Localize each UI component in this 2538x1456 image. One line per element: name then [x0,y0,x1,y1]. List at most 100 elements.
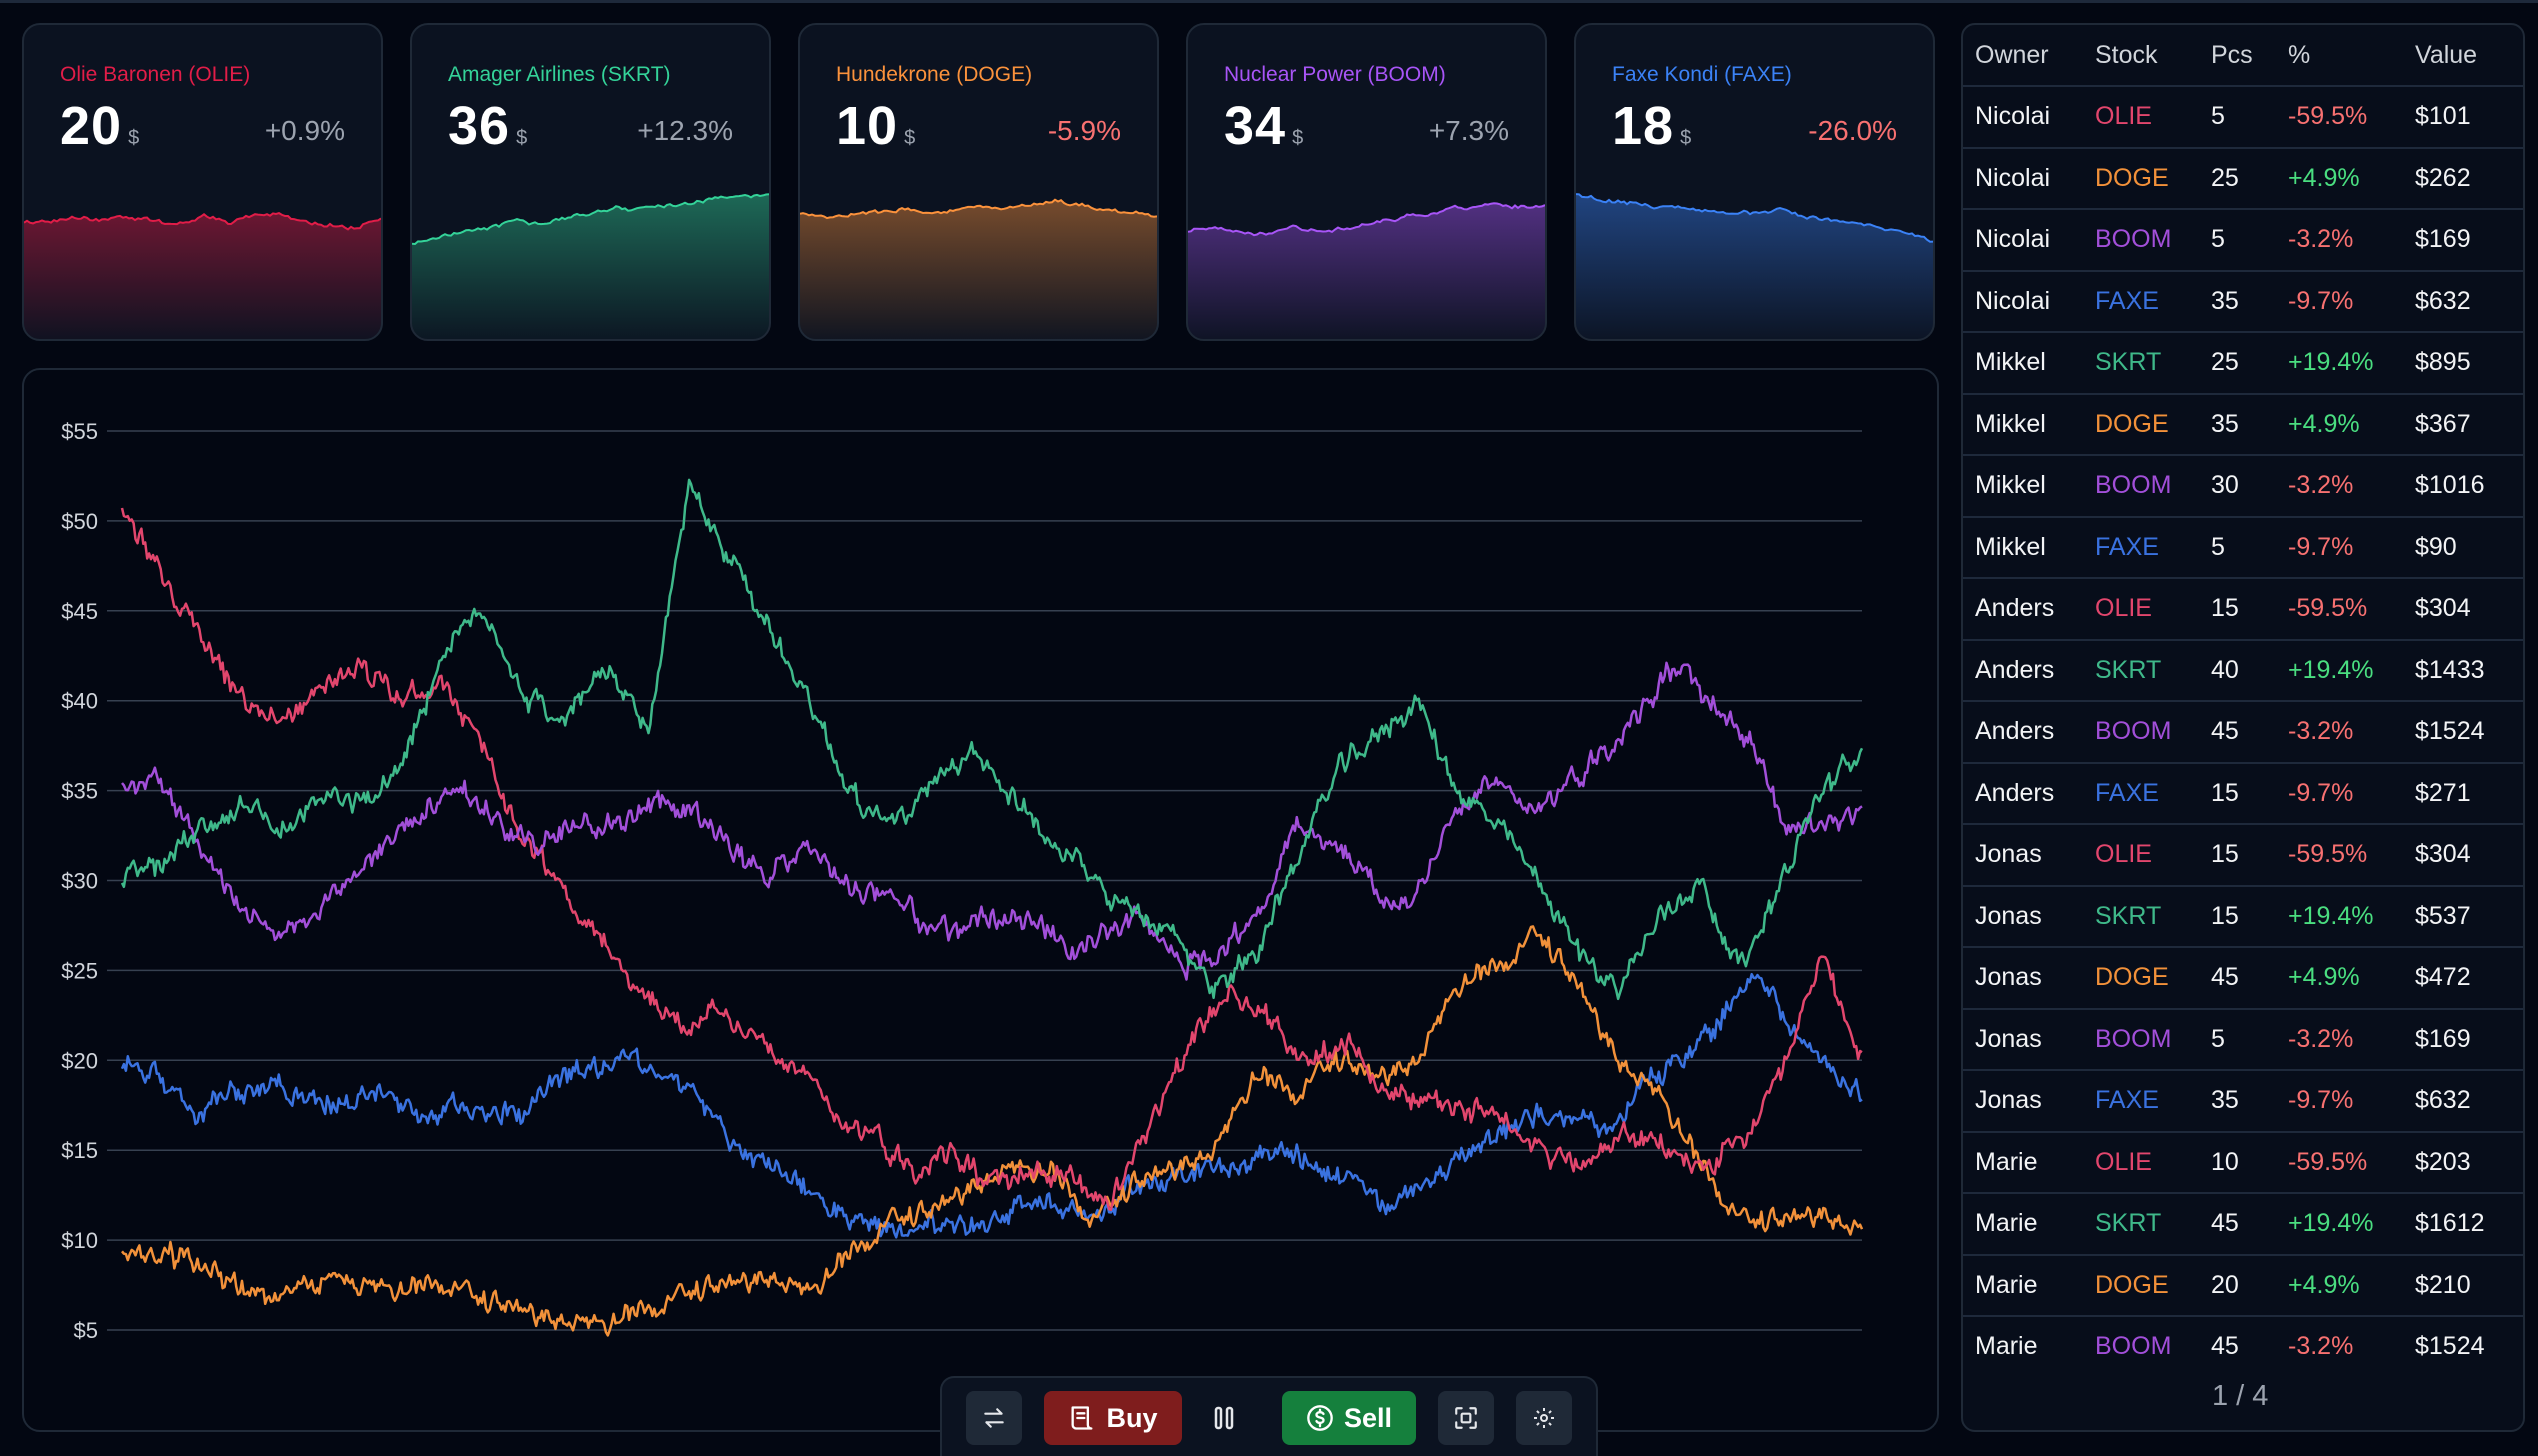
pcs-cell: 20 [2211,1253,2288,1316]
stock-card-skrt[interactable]: Amager Airlines (SKRT) 36 $ +12.3% [410,23,771,341]
stock-cell: FAXE [2095,269,2211,332]
value-cell: $632 [2415,1069,2523,1132]
percent-cell: -3.2% [2288,700,2415,763]
pcs-cell: 45 [2211,1315,2288,1377]
sparkline-line [1188,202,1545,237]
pause-icon [1214,1406,1234,1430]
table-row[interactable]: Jonas DOGE 45 +4.9% $472 [1963,946,2523,1009]
owner-cell: Marie [1963,1130,2095,1193]
sparkline-line [24,212,381,231]
pause-button[interactable] [1204,1391,1244,1445]
owner-cell: Anders [1963,761,2095,824]
stock-cell: SKRT [2095,884,2211,947]
percent-cell: -59.5% [2288,823,2415,886]
pcs-cell: 15 [2211,823,2288,886]
stock-change: +7.3% [1428,115,1509,146]
sparkline-area [1576,194,1933,339]
value-cell: $304 [2415,577,2523,640]
value-cell: $537 [2415,884,2523,947]
percent-cell: +19.4% [2288,638,2415,701]
y-tick-label: $50 [61,509,98,534]
stock-card-doge[interactable]: Hundekrone (DOGE) 10 $ -5.9% [798,23,1159,341]
percent-cell: +19.4% [2288,1192,2415,1255]
value-cell: $1612 [2415,1192,2523,1255]
table-row[interactable]: Marie OLIE 10 -59.5% $203 [1963,1130,2523,1193]
stock-name: Hundekrone (DOGE) [836,63,1033,86]
table-row[interactable]: Nicolai DOGE 25 +4.9% $262 [1963,146,2523,209]
table-row[interactable]: Nicolai OLIE 5 -59.5% $101 [1963,85,2523,148]
percent-cell: -3.2% [2288,454,2415,517]
pcs-cell: 35 [2211,1069,2288,1132]
value-cell: $262 [2415,146,2523,209]
sparkline-area [412,194,769,339]
value-cell: $210 [2415,1253,2523,1316]
owner-cell: Jonas [1963,823,2095,886]
value-cell: $632 [2415,269,2523,332]
y-tick-label: $20 [61,1048,98,1073]
table-row[interactable]: Anders SKRT 40 +19.4% $1433 [1963,638,2523,701]
sparkline-chart [800,198,1157,339]
fullscreen-button[interactable] [1438,1391,1494,1445]
value-cell: $1524 [2415,1315,2523,1377]
table-row[interactable]: Marie BOOM 45 -3.2% $1524 [1963,1315,2523,1377]
stock-cell: BOOM [2095,1315,2211,1377]
price-history-chart: $55 $50 $45 $40 $35 $30 $25 $20 $15 $10 $5 [61,419,1864,1343]
pcs-cell: 15 [2211,577,2288,640]
owner-cell: Nicolai [1963,85,2095,148]
stock-price: 34 $ [1224,96,1305,156]
stock-card-faxe[interactable]: Faxe Kondi (FAXE) 18 $ -26.0% [1574,23,1935,341]
sparkline-chart [1188,202,1545,339]
table-row[interactable]: Jonas SKRT 15 +19.4% $537 [1963,884,2523,947]
table-row[interactable]: Mikkel SKRT 25 +19.4% $895 [1963,331,2523,394]
col-header-owner[interactable]: Owner [1975,40,2049,69]
settings-button[interactable] [1516,1391,1572,1445]
table-row[interactable]: Anders FAXE 15 -9.7% $271 [1963,761,2523,824]
fullscreen-icon [1455,1407,1477,1429]
owner-cell: Anders [1963,700,2095,763]
owner-cell: Anders [1963,577,2095,640]
stock-change: +12.3% [637,115,733,146]
value-cell: $101 [2415,85,2523,148]
table-row[interactable]: Nicolai BOOM 5 -3.2% $169 [1963,208,2523,271]
col-header-stock[interactable]: Stock [2095,40,2158,69]
owner-cell: Mikkel [1963,331,2095,394]
col-header-pcs[interactable]: Pcs [2211,40,2253,69]
table-row[interactable]: Anders BOOM 45 -3.2% $1524 [1963,700,2523,763]
stock-cell: BOOM [2095,700,2211,763]
percent-cell: +19.4% [2288,331,2415,394]
sell-button[interactable]: Sell [1282,1391,1416,1445]
table-row[interactable]: Mikkel FAXE 5 -9.7% $90 [1963,515,2523,578]
percent-cell: -59.5% [2288,85,2415,148]
table-row[interactable]: Jonas BOOM 5 -3.2% $169 [1963,1007,2523,1070]
holdings-header-row: Owner Stock Pcs % Value [1963,25,2523,86]
pagination-indicator[interactable]: 1 / 4 [2212,1380,2269,1412]
table-row[interactable]: Jonas FAXE 35 -9.7% $632 [1963,1069,2523,1132]
percent-cell: -59.5% [2288,577,2415,640]
sparkline-area [800,199,1157,339]
pcs-cell: 35 [2211,392,2288,455]
stock-card-boom[interactable]: Nuclear Power (BOOM) 34 $ +7.3% [1186,23,1547,341]
swap-button[interactable] [966,1391,1022,1445]
value-cell: $895 [2415,331,2523,394]
table-row[interactable]: Anders OLIE 15 -59.5% $304 [1963,577,2523,640]
series-line-faxe [120,972,1863,1239]
percent-cell: +4.9% [2288,946,2415,1009]
stock-card-olie[interactable]: Olie Baronen (OLIE) 20 $ +0.9% [22,23,383,341]
receipt-icon [1071,1406,1093,1430]
buy-button[interactable]: Buy [1044,1391,1182,1445]
pcs-cell: 15 [2211,884,2288,947]
table-row[interactable]: Marie SKRT 45 +19.4% $1612 [1963,1192,2523,1255]
table-row[interactable]: Mikkel BOOM 30 -3.2% $1016 [1963,454,2523,517]
stock-cell: OLIE [2095,85,2211,148]
percent-cell: -59.5% [2288,1130,2415,1193]
col-header-value[interactable]: Value [2415,40,2478,69]
table-row[interactable]: Mikkel DOGE 35 +4.9% $367 [1963,392,2523,455]
owner-cell: Marie [1963,1192,2095,1255]
value-cell: $271 [2415,761,2523,824]
col-header-percent[interactable]: % [2288,40,2311,69]
table-row[interactable]: Jonas OLIE 15 -59.5% $304 [1963,823,2523,886]
pcs-cell: 5 [2211,1007,2288,1070]
table-row[interactable]: Marie DOGE 20 +4.9% $210 [1963,1253,2523,1316]
percent-cell: +4.9% [2288,146,2415,209]
table-row[interactable]: Nicolai FAXE 35 -9.7% $632 [1963,269,2523,332]
